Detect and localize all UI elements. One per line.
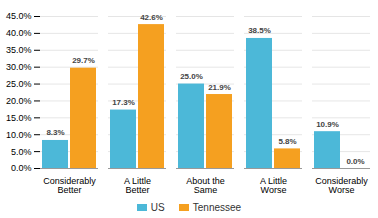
svg-text:25.0%: 25.0%	[6, 79, 32, 89]
svg-text:About theSame: About theSame	[186, 176, 225, 195]
svg-text:38.5%: 38.5%	[248, 26, 271, 35]
svg-text:0.0%: 0.0%	[346, 157, 364, 166]
svg-text:25.0%: 25.0%	[180, 72, 203, 81]
svg-text:42.6%: 42.6%	[140, 13, 163, 22]
svg-text:21.9%: 21.9%	[208, 83, 231, 92]
svg-text:29.7%: 29.7%	[72, 56, 95, 65]
svg-text:8.3%: 8.3%	[46, 128, 64, 137]
svg-text:30.0%: 30.0%	[6, 62, 32, 72]
html-text:US: US	[150, 201, 165, 213]
html-text:Tennessee: Tennessee	[192, 201, 242, 213]
svg-text:A LittleWorse: A LittleWorse	[260, 176, 287, 195]
svg-text:35.0%: 35.0%	[6, 45, 32, 55]
svg-text:15.0%: 15.0%	[6, 113, 32, 123]
svg-text:0.0%: 0.0%	[11, 163, 32, 173]
svg-text:20.0%: 20.0%	[6, 96, 32, 106]
svg-text:5.8%: 5.8%	[278, 137, 296, 146]
svg-text:45.0%: 45.0%	[6, 11, 32, 21]
svg-text:10.0%: 10.0%	[6, 130, 32, 140]
svg-text:A LittleBetter: A LittleBetter	[124, 176, 151, 195]
svg-text:10.9%: 10.9%	[316, 120, 339, 129]
svg-text:5.0%: 5.0%	[11, 146, 32, 156]
svg-text:ConsiderablyBetter: ConsiderablyBetter	[43, 176, 96, 195]
svg-text:ConsiderablyWorse: ConsiderablyWorse	[315, 176, 368, 195]
svg-text:17.3%: 17.3%	[112, 98, 135, 107]
svg-text:40.0%: 40.0%	[6, 28, 32, 38]
